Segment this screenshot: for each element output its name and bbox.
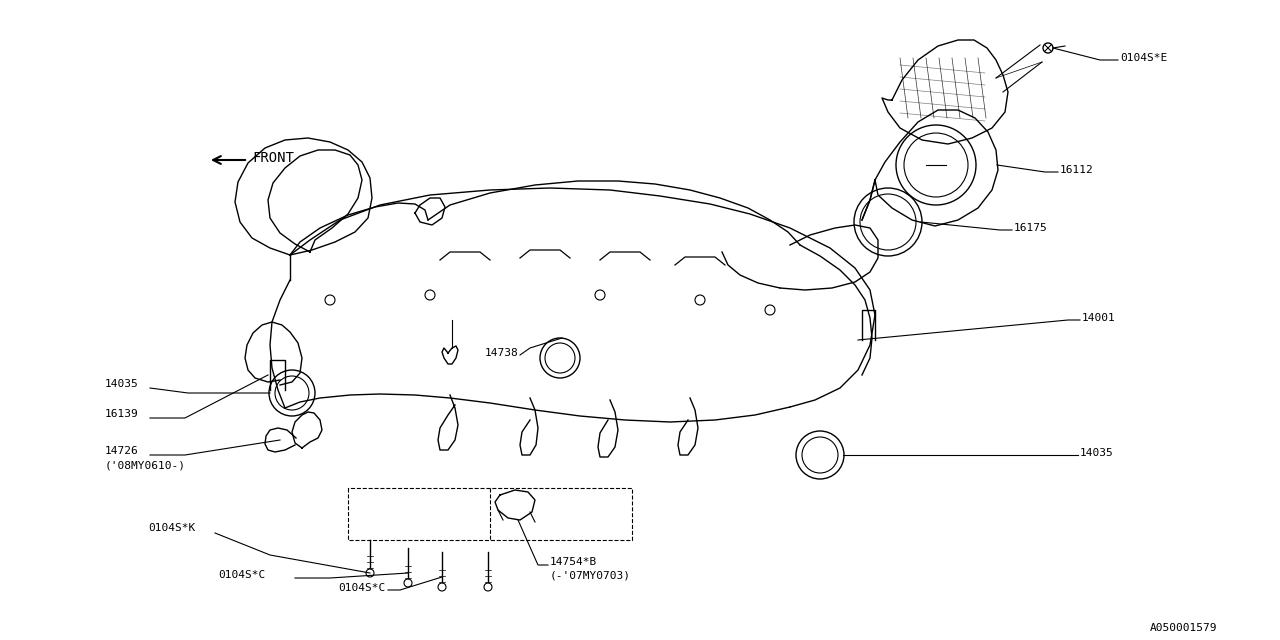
Text: 14726: 14726	[105, 446, 138, 456]
Text: 16175: 16175	[1014, 223, 1048, 233]
Text: A050001579: A050001579	[1149, 623, 1217, 633]
Text: 0104S*K: 0104S*K	[148, 523, 196, 533]
Text: 16112: 16112	[1060, 165, 1093, 175]
Text: 14035: 14035	[1080, 448, 1114, 458]
Text: FRONT: FRONT	[252, 151, 294, 165]
Text: 14738: 14738	[485, 348, 518, 358]
Text: 14035: 14035	[105, 379, 138, 389]
Text: 16139: 16139	[105, 409, 138, 419]
Text: 14001: 14001	[1082, 313, 1116, 323]
Text: 0104S*C: 0104S*C	[218, 570, 265, 580]
Text: ('08MY0610-): ('08MY0610-)	[105, 461, 186, 471]
Text: (-'07MY0703): (-'07MY0703)	[550, 571, 631, 581]
Text: 0104S*C: 0104S*C	[338, 583, 385, 593]
Text: 14754*B: 14754*B	[550, 557, 598, 567]
Text: 0104S*E: 0104S*E	[1120, 53, 1167, 63]
